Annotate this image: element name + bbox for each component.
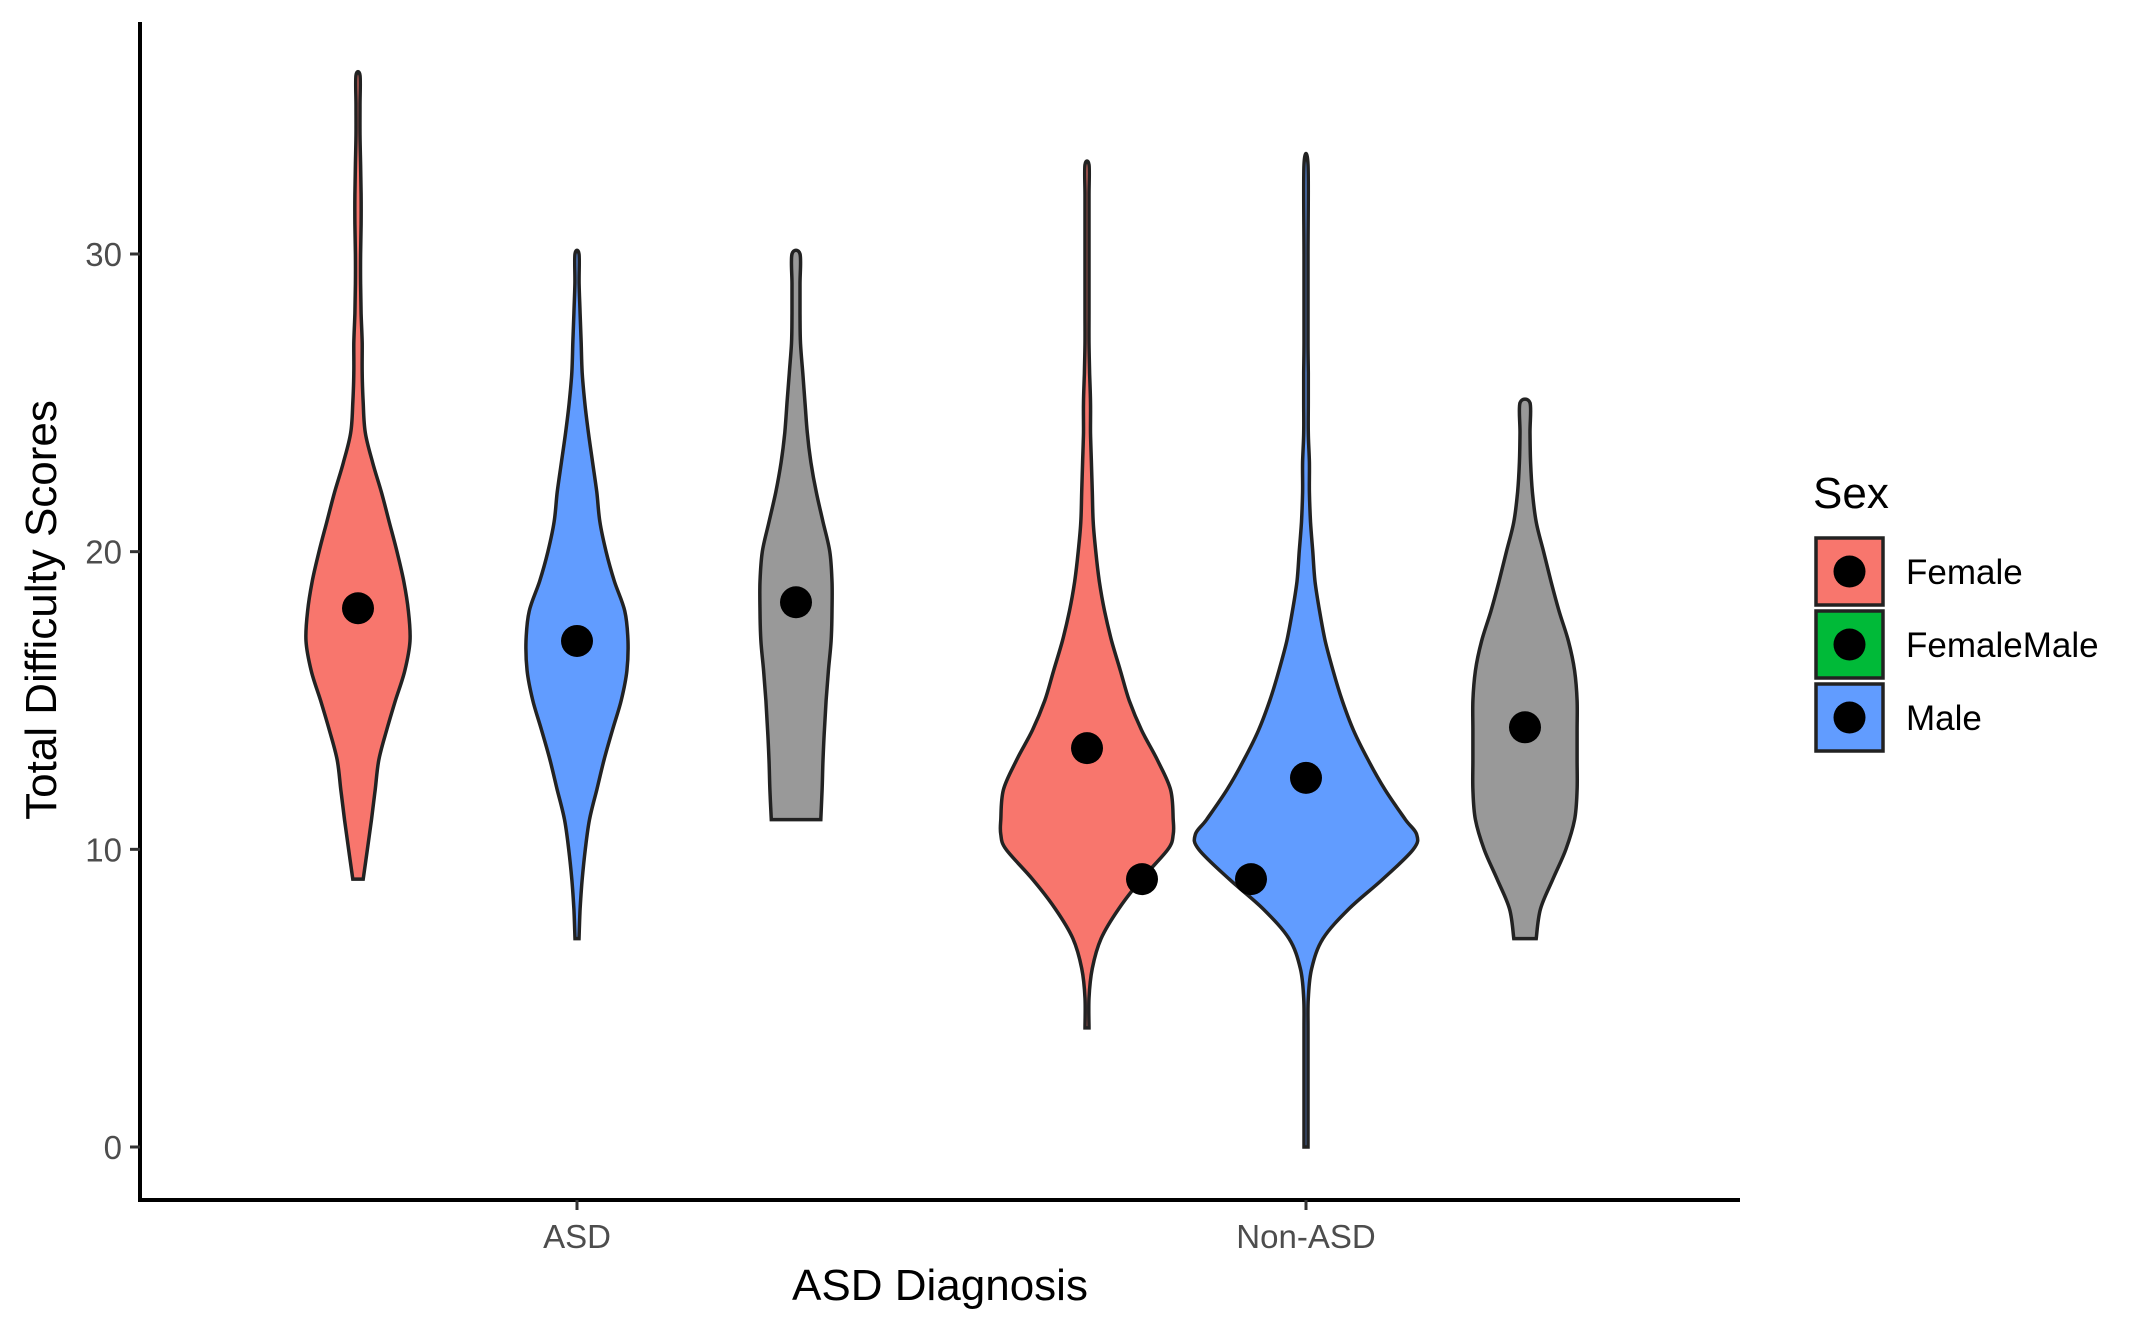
legend-items: Female FemaleMale Male — [1814, 536, 2099, 753]
violins-layer — [304, 69, 1580, 1149]
data-point — [1126, 863, 1158, 896]
axes: 0 10 20 30 ASD Non-ASD — [85, 22, 1740, 1255]
legend-title: Sex — [1813, 469, 1889, 518]
x-tick-label: ASD — [543, 1218, 611, 1255]
mean-points-layer — [342, 586, 1541, 896]
y-tick-label: 20 — [85, 534, 122, 571]
y-tick-label: 10 — [85, 831, 122, 868]
violin-non-asd-female — [998, 159, 1176, 1030]
violin-asd-male — [524, 248, 630, 941]
violin-non-asd-femalemale — [1470, 397, 1580, 941]
mean-point — [1071, 732, 1103, 765]
violin-asd-femalemale — [758, 248, 834, 822]
mean-point — [780, 586, 812, 619]
mean-point — [1509, 711, 1541, 744]
y-axis-title: Total Difficulty Scores — [17, 400, 66, 820]
violin-asd-female — [304, 69, 412, 881]
data-point — [1235, 863, 1267, 896]
x-ticks: ASD Non-ASD — [543, 1200, 1376, 1255]
legend-label: Female — [1906, 553, 2023, 592]
x-axis-title: ASD Diagnosis — [792, 1261, 1088, 1310]
legend-point — [1833, 555, 1866, 588]
y-tick-label: 30 — [85, 236, 122, 273]
x-tick-label: Non-ASD — [1236, 1218, 1375, 1255]
legend: Sex Female FemaleMale Male — [1813, 469, 2099, 753]
y-ticks: 0 10 20 30 — [85, 236, 140, 1166]
legend-point — [1833, 701, 1866, 734]
legend-label: Male — [1906, 699, 1982, 738]
mean-point — [1290, 761, 1322, 794]
mean-point — [342, 592, 374, 625]
legend-label: FemaleMale — [1906, 626, 2099, 665]
mean-point — [561, 624, 593, 657]
y-tick-label: 0 — [104, 1129, 122, 1166]
violin-non-asd-male — [1192, 151, 1420, 1149]
legend-point — [1833, 628, 1866, 661]
